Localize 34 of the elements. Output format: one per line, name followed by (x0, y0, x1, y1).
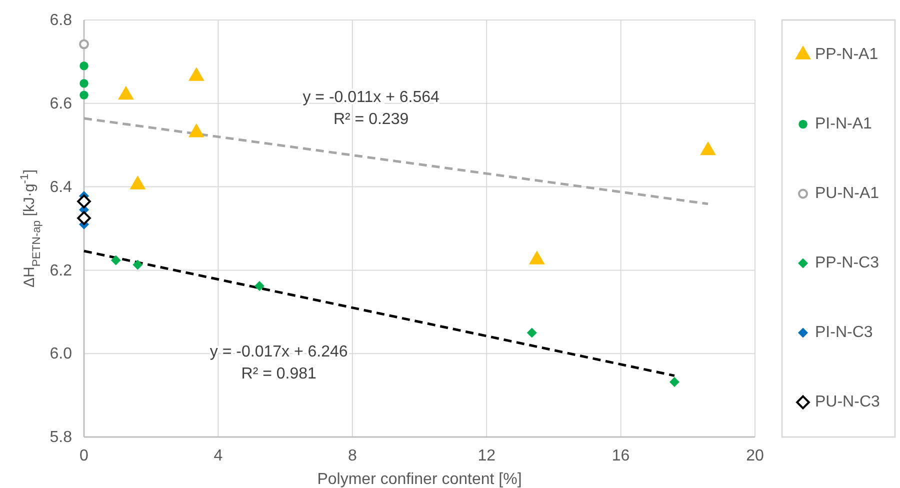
legend-label: PI-N-C3 (815, 324, 873, 341)
annotation: y = -0.017x + 6.246 (210, 343, 348, 360)
legend-label: PP-N-A1 (815, 46, 878, 63)
point (132, 260, 143, 270)
legend-label: PU-N-C3 (815, 393, 880, 410)
legend-label: PP-N-C3 (815, 254, 880, 272)
annotation: R² = 0.239 (333, 110, 409, 128)
legend-label: PU-N-A1 (815, 184, 880, 202)
point (110, 255, 121, 266)
annotation: y = -0.011x + 6.564 (302, 88, 440, 106)
x-tick-label: 8 (348, 447, 357, 464)
y-tick-label: 6.8 (50, 12, 72, 30)
legend-label: PI-N-A1 (815, 115, 872, 132)
point (526, 328, 537, 338)
point (77, 194, 91, 208)
y-tick-label: 6.0 (50, 346, 72, 363)
x-tick-label: 0 (80, 447, 89, 464)
point (80, 79, 88, 88)
y-tick-label: 6.6 (50, 96, 72, 113)
point (77, 211, 91, 225)
x-tick-label: 20 (746, 447, 764, 464)
y-tick-label: 6.2 (50, 262, 72, 280)
point (79, 39, 89, 50)
x-tick-label: 12 (478, 447, 496, 464)
point (80, 62, 88, 70)
x-tick-label: 4 (214, 447, 223, 464)
annotation: R² = 0.981 (241, 365, 317, 382)
y-tick-label: 6.4 (50, 178, 72, 196)
point (80, 90, 88, 100)
x-tick-label: 16 (612, 447, 630, 464)
y-tick-label: 5.8 (50, 429, 72, 446)
point (254, 281, 264, 292)
x-axis-title: Polymer confiner content [%] (317, 471, 522, 488)
point (669, 376, 680, 387)
